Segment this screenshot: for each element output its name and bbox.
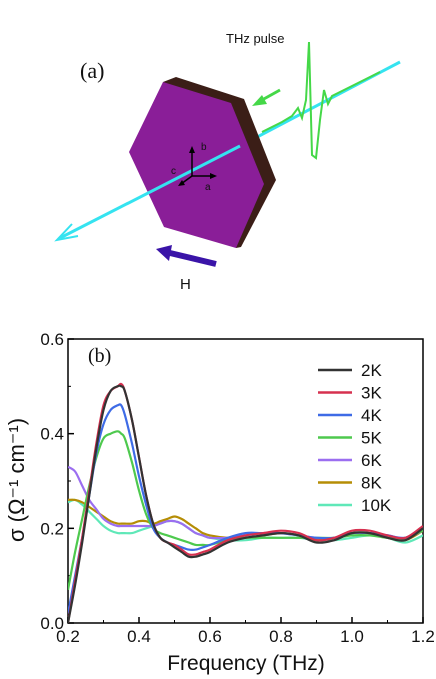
crystal-axes-icon	[178, 146, 217, 186]
x-tick-label: 0.8	[269, 627, 293, 646]
legend-label: 6K	[361, 451, 382, 470]
x-tick-label: 0.4	[127, 627, 151, 646]
thz-pulse-waveform	[261, 41, 381, 160]
x-tick-label: 0.6	[198, 627, 222, 646]
panel-b: (b) 0.00.20.40.6 0.2 0.4 0.6 0.8 1.0 1.2 2K3K…	[4, 330, 435, 675]
x-tick-label: 0.2	[56, 627, 80, 646]
axis-b-label: b	[201, 142, 207, 153]
x-tick-label: 1.2	[411, 627, 435, 646]
y-tick-label: 0.4	[40, 425, 64, 444]
y-tick-label: 0.2	[40, 519, 64, 538]
y-tick-label: 0.0	[40, 614, 64, 633]
thz-beam-front	[54, 144, 241, 242]
legend-label: 5K	[361, 429, 382, 448]
legend-label: 3K	[361, 384, 382, 403]
x-ticks: 0.2 0.4 0.6 0.8 1.0 1.2	[56, 617, 435, 646]
axis-a-label: a	[205, 182, 211, 193]
y-tick-label: 0.6	[40, 330, 64, 349]
field-label: H	[180, 276, 191, 293]
axis-c-label: c	[171, 166, 176, 177]
legend: 2K 3K 4K 5K 6K 8K 10K	[318, 361, 392, 515]
x-axis-label: Frequency (THz)	[167, 652, 325, 675]
y-axis-label: σ (Ω⁻¹ cm⁻¹)	[4, 418, 29, 542]
series-lines	[68, 382, 423, 623]
legend-label: 8K	[361, 474, 382, 493]
pulse-label: THz pulse	[226, 31, 285, 46]
crystal-face	[129, 82, 264, 248]
legend-label: 2K	[361, 361, 382, 380]
field-arrow-icon	[156, 245, 217, 267]
propagation-arrow	[252, 88, 281, 106]
panel-a: (a) THz pulse b a c	[54, 31, 401, 293]
x-tick-label: 1.0	[340, 627, 364, 646]
panel-a-label: (a)	[80, 58, 104, 83]
series-line-2K	[68, 384, 423, 623]
legend-label: 4K	[361, 406, 382, 425]
y-ticks: 0.0 0.2 0.4 0.6	[40, 330, 74, 633]
panel-b-label: (b)	[88, 345, 111, 367]
legend-label: 10K	[361, 496, 392, 515]
